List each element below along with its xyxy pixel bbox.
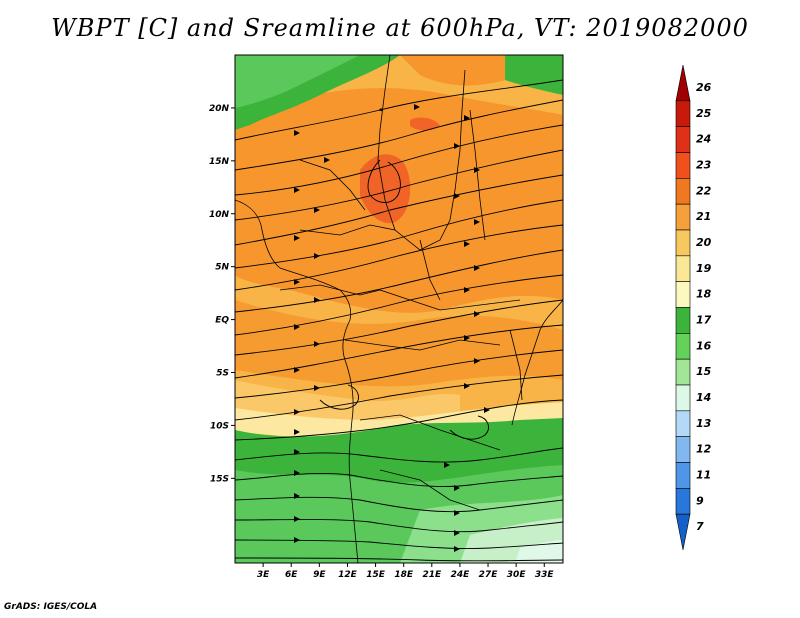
lat-tick-label: 15S <box>210 474 229 484</box>
colorbar-label: 18 <box>696 288 712 301</box>
colorbar-label: 23 <box>696 159 712 172</box>
lat-tick-label: 10N <box>209 210 230 220</box>
lon-tick-label: 9E <box>313 570 326 580</box>
colorbar-label: 7 <box>696 520 704 533</box>
lon-tick-label: 12E <box>338 570 358 580</box>
colorbar-segment <box>675 384 691 412</box>
colorbar-segment <box>675 410 691 437</box>
colorbar-label: 22 <box>696 184 712 197</box>
colorbar-segment <box>675 436 691 463</box>
lat-tick-label: EQ <box>215 316 229 326</box>
colorbar-label: 21 <box>696 210 711 223</box>
lon-tick-label: 30E <box>507 570 527 580</box>
lon-tick-label: 33E <box>535 570 555 580</box>
lat-tick-label: 5S <box>216 369 229 379</box>
colorbar-label: 24 <box>696 133 711 146</box>
field-20-north-edge <box>400 55 505 86</box>
field-18-northeast <box>505 55 563 95</box>
colorbar-segment <box>675 64 691 102</box>
map-title: WBPT [C] and Sreamline at 600hPa, VT: 20… <box>51 14 749 42</box>
lat-tick-label: 15N <box>209 157 230 167</box>
colorbar-segment <box>675 229 691 257</box>
colorbar-label: 19 <box>696 262 712 275</box>
colorbar-segment <box>675 255 691 282</box>
streamlines <box>235 79 563 562</box>
colorbar-label: 20 <box>696 236 712 249</box>
colorbar-label: 13 <box>696 417 712 430</box>
colorbar-label: 25 <box>696 107 712 120</box>
colorbar-segment <box>675 358 691 386</box>
field-14-southeast <box>515 540 563 563</box>
colorbar-segment <box>675 281 691 308</box>
colorbar-label: 14 <box>696 391 711 404</box>
lon-tick-label: 27E <box>479 570 499 580</box>
colorbar-label: 16 <box>696 339 712 352</box>
lon-tick-label: 18E <box>394 570 414 580</box>
colorbar-segment <box>675 203 691 231</box>
colorbar-label: 26 <box>696 81 712 94</box>
colorbar: 26 25 24 23 22 21 20 19 18 17 16 15 14 13 12 11 9 7 <box>675 64 712 551</box>
lon-tick-label: 3E <box>257 570 270 580</box>
latitude-axis: 20N 15N 10N 5N EQ 5S 10S 15S <box>209 104 235 484</box>
map-frame <box>234 54 564 564</box>
lat-tick-label: 20N <box>209 104 230 114</box>
lon-tick-label: 21E <box>422 570 442 580</box>
longitude-axis: 3E 6E 9E 12E 15E 18E 21E 24E 27E 30E 33E <box>257 563 555 580</box>
colorbar-segment <box>675 513 691 551</box>
lat-tick-label: 10S <box>210 421 229 431</box>
lon-tick-label: 15E <box>366 570 386 580</box>
colorbar-segment <box>675 333 691 360</box>
colorbar-segment <box>675 307 691 334</box>
colorbar-segment <box>675 178 691 205</box>
colorbar-segment <box>675 462 691 489</box>
colorbar-segment <box>675 152 691 179</box>
streamline-arrows <box>294 104 490 552</box>
lon-tick-label: 24E <box>451 570 471 580</box>
colorbar-label: 17 <box>696 314 712 327</box>
lon-tick-label: 6E <box>285 570 298 580</box>
colorbar-segment <box>675 100 691 127</box>
colorbar-label: 15 <box>696 365 712 378</box>
colorbar-label: 9 <box>696 494 704 507</box>
field-23-hotspot <box>360 154 411 224</box>
footer-credit: GrADS: IGES/COLA <box>4 602 98 612</box>
colorbar-segment <box>675 126 691 153</box>
colorbar-label: 11 <box>696 469 711 482</box>
field-17-northwest <box>235 55 360 108</box>
colorbar-label: 12 <box>696 443 712 456</box>
field-23-spot <box>410 117 440 131</box>
lat-tick-label: 5N <box>215 263 229 273</box>
wbpt-field <box>235 55 563 563</box>
country-borders <box>235 55 563 563</box>
colorbar-segment <box>675 488 691 515</box>
